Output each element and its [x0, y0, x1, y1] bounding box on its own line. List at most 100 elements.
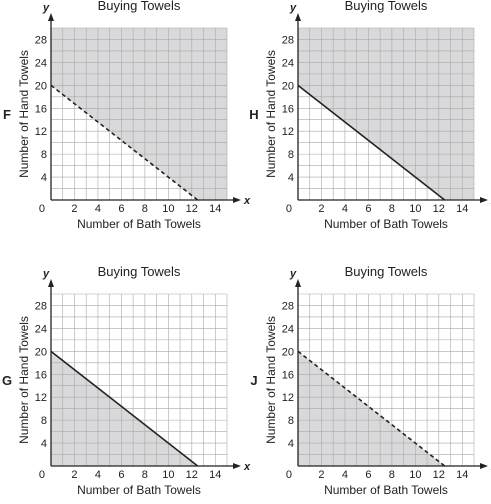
chart-3-y-tick-label: 16 [282, 369, 294, 381]
chart-0-x-axis-arrow-icon [233, 197, 241, 203]
chart-1-x-tick-label: 8 [389, 203, 395, 215]
chart-3-x-tick-label: 10 [409, 469, 421, 481]
chart-0-y-tick-label: 20 [35, 80, 47, 92]
chart-1-x-tick-label: 14 [456, 203, 468, 215]
chart-1-y-var: y [289, 2, 297, 14]
chart-2-y-tick-label: 20 [35, 346, 47, 358]
chart-2-y-tick-label: 24 [35, 323, 47, 335]
chart-3-x-tick-label: 4 [342, 469, 348, 481]
chart-2-x-tick-label: 14 [209, 469, 221, 481]
chart-0-y-axis-label: Number of Hand Towels [17, 50, 31, 178]
chart-3-y-tick-label: 12 [282, 392, 294, 404]
chart-3-origin-label: 0 [286, 469, 292, 481]
chart-2-x-tick-label: 2 [71, 469, 77, 481]
chart-3-x-tick-label: 14 [456, 469, 468, 481]
chart-0-y-var: y [42, 2, 50, 14]
chart-0-x-var: x [243, 195, 251, 207]
chart-3-x-tick-label: 6 [365, 469, 371, 481]
chart-0-y-tick-label: 16 [35, 103, 47, 115]
chart-0-y-tick-label: 24 [35, 57, 47, 69]
chart-2-boundary-line [50, 350, 199, 467]
chart-2-choice-letter: G [2, 373, 12, 388]
chart-2-x-axis-arrow-icon [233, 463, 241, 469]
chart-1-x-tick-label: 12 [433, 203, 445, 215]
chart-3-y-var: y [289, 268, 297, 280]
chart-3-boundary-line [297, 350, 446, 467]
chart-2-y-axis-arrow-icon [48, 279, 54, 287]
chart-1-y-tick-label: 20 [282, 80, 294, 92]
chart-1-y-tick-label: 28 [282, 34, 294, 46]
chart-1-y-tick-label: 16 [282, 103, 294, 115]
chart-0-x-tick-label: 12 [186, 203, 198, 215]
chart-3-y-tick-label: 4 [288, 438, 294, 450]
chart-3-x-tick-label: 2 [318, 469, 324, 481]
chart-2-y-tick-label: 16 [35, 369, 47, 381]
chart-3-y-tick-label: 20 [282, 346, 294, 358]
chart-0-y-tick-label: 4 [41, 172, 47, 184]
chart-2-x-tick-label: 8 [142, 469, 148, 481]
chart-3-y-tick-label: 24 [282, 323, 294, 335]
chart-1-y-tick-label: 24 [282, 57, 294, 69]
chart-1-x-tick-label: 4 [342, 203, 348, 215]
chart-2-x-tick-label: 6 [118, 469, 124, 481]
chart-0-x-tick-label: 4 [95, 203, 101, 215]
chart-0-x-tick-label: 10 [162, 203, 174, 215]
chart-3-x-axis-arrow-icon [480, 463, 488, 469]
chart-2-y-tick-label: 8 [41, 415, 47, 427]
chart-2-x-tick-label: 12 [186, 469, 198, 481]
chart-1-y-axis-label: Number of Hand Towels [264, 50, 278, 178]
chart-0-y-tick-label: 28 [35, 34, 47, 46]
chart-2-origin-label: 0 [39, 469, 45, 481]
chart-2-x-tick-label: 10 [162, 469, 174, 481]
chart-1-title: Buying Towels [345, 0, 428, 13]
chart-0-x-tick-label: 14 [209, 203, 221, 215]
chart-0-shaded-region [51, 28, 227, 200]
chart-1-choice-letter: H [249, 107, 258, 122]
chart-1-x-axis-label: Number of Bath Towels [324, 217, 448, 231]
chart-2-x-var: x [243, 461, 251, 473]
chart-2-x-tick-label: 4 [95, 469, 101, 481]
chart-1-y-tick-label: 12 [282, 126, 294, 138]
chart-2-y-var: y [42, 268, 50, 280]
chart-1-x-tick-label: 2 [318, 203, 324, 215]
chart-0-y-axis-arrow-icon [48, 13, 54, 21]
chart-2-x-axis-label: Number of Bath Towels [77, 483, 201, 497]
chart-3-x-tick-label: 12 [433, 469, 445, 481]
chart-2-y-axis-label: Number of Hand Towels [17, 316, 31, 444]
chart-0-y-tick-label: 12 [35, 126, 47, 138]
chart-2-y-tick-label: 4 [41, 438, 47, 450]
chart-0-x-tick-label: 2 [71, 203, 77, 215]
chart-1-origin-label: 0 [286, 203, 292, 215]
chart-1-x-axis-arrow-icon [480, 197, 488, 203]
chart-1-y-axis-arrow-icon [295, 13, 301, 21]
chart-2-y-tick-label: 12 [35, 392, 47, 404]
chart-3-y-axis-arrow-icon [295, 279, 301, 287]
chart-0-x-tick-label: 6 [118, 203, 124, 215]
chart-2-y-tick-label: 28 [35, 300, 47, 312]
chart-1-x-tick-label: 6 [365, 203, 371, 215]
chart-0-title: Buying Towels [98, 0, 181, 13]
chart-2-title: Buying Towels [98, 264, 181, 279]
chart-3-y-axis-label: Number of Hand Towels [264, 316, 278, 444]
chart-1-shaded-region [298, 28, 474, 200]
chart-1-x-tick-label: 10 [409, 203, 421, 215]
chart-1-y-tick-label: 8 [288, 149, 294, 161]
chart-3-y-tick-label: 28 [282, 300, 294, 312]
chart-3-y-tick-label: 8 [288, 415, 294, 427]
chart-1-boundary-line [297, 84, 446, 201]
chart-0-x-tick-label: 8 [142, 203, 148, 215]
chart-1-y-tick-label: 4 [288, 172, 294, 184]
chart-3-x-tick-label: 8 [389, 469, 395, 481]
chart-0-y-tick-label: 8 [41, 149, 47, 161]
chart-0-choice-letter: F [3, 107, 11, 122]
chart-0-origin-label: 0 [39, 203, 45, 215]
chart-3-title: Buying Towels [345, 264, 428, 279]
chart-0-boundary-line [50, 84, 199, 201]
chart-3-x-axis-label: Number of Bath Towels [324, 483, 448, 497]
chart-0-x-axis-label: Number of Bath Towels [77, 217, 201, 231]
